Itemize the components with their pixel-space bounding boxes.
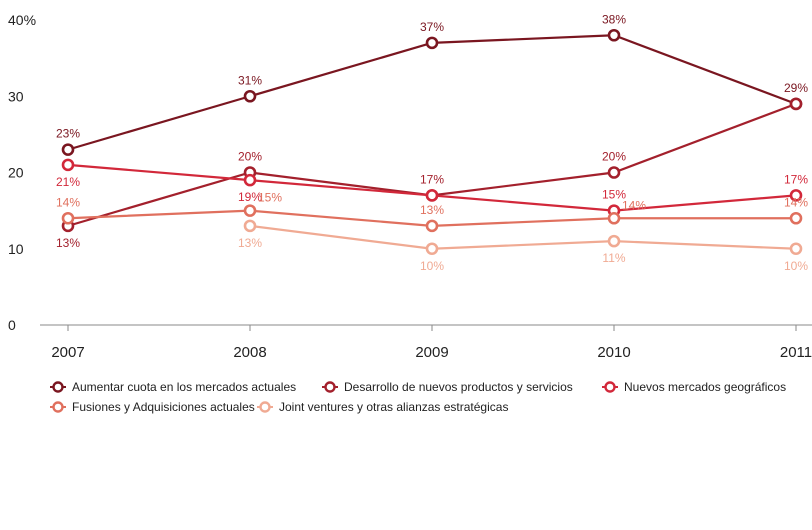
data-point	[789, 211, 803, 225]
series-lines	[61, 28, 803, 256]
legend-label: Aumentar cuota en los mercados actuales	[72, 380, 296, 394]
data-label: 10%	[784, 259, 808, 273]
data-label: 38%	[602, 12, 626, 26]
y-tick-label: 30	[8, 88, 24, 104]
data-label: 11%	[602, 251, 625, 265]
data-label: 13%	[420, 203, 444, 217]
legend-label: Nuevos mercados geográficos	[624, 380, 786, 394]
data-label: 13%	[238, 236, 262, 250]
data-label: 19%	[238, 190, 262, 204]
data-point	[243, 89, 257, 103]
data-label: 14%	[56, 195, 80, 209]
data-point	[243, 219, 257, 233]
data-point	[425, 242, 439, 256]
legend-item: Nuevos mercados geográficos	[602, 380, 786, 394]
data-point	[243, 173, 257, 187]
legend-swatch-marker	[259, 401, 271, 413]
legend-label: Joint ventures y otras alianzas estratég…	[279, 400, 508, 414]
data-point	[789, 189, 803, 202]
data-point	[425, 189, 439, 202]
data-point	[243, 204, 257, 217]
data-point	[607, 211, 621, 225]
data-label: 21%	[56, 175, 80, 189]
legend-swatch-marker	[324, 381, 336, 393]
legend-item: Desarrollo de nuevos productos y servici…	[322, 380, 573, 394]
data-point	[789, 97, 803, 111]
legend-item: Aumentar cuota en los mercados actuales	[50, 380, 296, 394]
legend-swatch-marker	[52, 381, 64, 393]
data-labels: 23%31%37%38%29%13%20%17%20%21%19% 15%17%1…	[56, 12, 808, 273]
data-label: 17%	[784, 172, 808, 186]
legend-item: Joint ventures y otras alianzas estratég…	[257, 400, 508, 414]
data-label: 17%	[420, 172, 444, 186]
data-point	[61, 211, 75, 225]
series-line	[249, 224, 797, 250]
data-point	[425, 36, 439, 50]
data-label: 15%	[602, 188, 626, 202]
x-tick-label: 2010	[597, 344, 630, 361]
data-label: 29%	[784, 81, 808, 95]
series-line	[67, 34, 797, 151]
data-label: 14%	[784, 195, 808, 209]
data-label: 13%	[56, 236, 80, 250]
legend: Aumentar cuota en los mercados actuales D…	[50, 380, 786, 414]
data-label: 20%	[238, 150, 262, 164]
x-tick-label: 2011	[780, 344, 812, 361]
x-tick-label: 2007	[51, 344, 84, 361]
y-tick-label: 40%	[8, 12, 36, 28]
data-point	[607, 166, 621, 179]
legend-swatch-marker	[604, 381, 616, 393]
y-tick-label: 0	[8, 317, 16, 333]
x-axis: 2007 2008 2009 2010 2011	[40, 324, 812, 361]
y-axis: 0 10 20 30 40%	[8, 12, 36, 333]
y-tick-label: 20	[8, 165, 24, 181]
legend-item: Fusiones y Adquisiciones actuales	[50, 400, 255, 414]
data-label: 23%	[56, 127, 80, 141]
legend-label: Desarrollo de nuevos productos y servici…	[344, 380, 573, 394]
data-point	[607, 28, 621, 42]
data-label: 31%	[238, 73, 262, 87]
y-tick-label: 10	[8, 241, 24, 257]
data-label: 14%	[622, 198, 646, 212]
data-point	[61, 158, 75, 172]
data-label: 37%	[420, 20, 444, 34]
data-point	[789, 242, 803, 256]
x-tick-label: 2008	[233, 344, 266, 361]
legend-swatch-marker	[52, 401, 64, 413]
data-label: 20%	[602, 150, 626, 164]
data-label: 10%	[420, 259, 444, 273]
data-point	[61, 143, 75, 156]
legend-label: Fusiones y Adquisiciones actuales	[72, 400, 255, 414]
data-point	[425, 219, 439, 233]
x-tick-label: 2009	[415, 344, 448, 361]
data-label: 15%	[258, 191, 282, 205]
data-point	[607, 234, 621, 248]
